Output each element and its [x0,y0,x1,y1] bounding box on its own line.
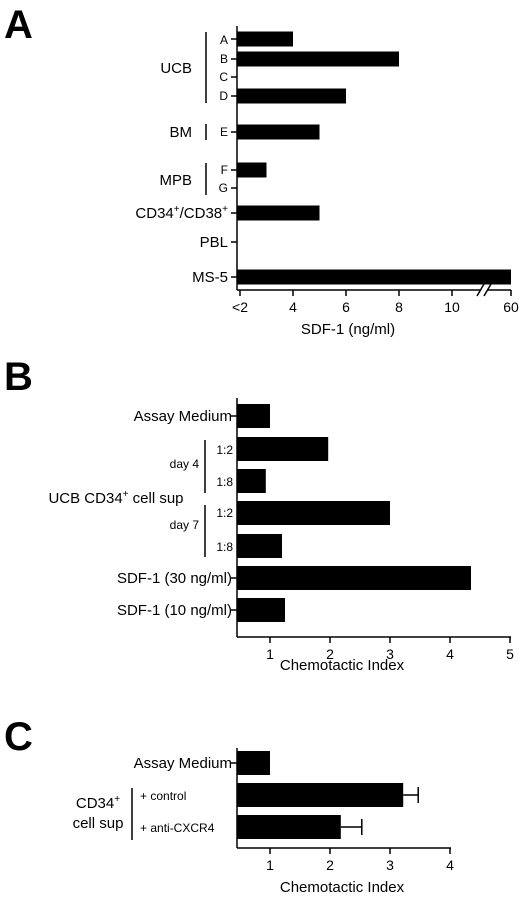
panel-letter-a: A [4,3,33,47]
group-label-ms5: MS-5 [192,269,228,286]
axis-a-y-ticks [231,38,237,278]
error-bar-c-anti-cxcr4 [340,819,363,835]
bar-b-sdf1-30 [237,566,471,590]
row-label-c-control: + control [140,789,186,803]
bar-b-day4-1-2 [237,437,329,461]
group-label-ucb-cd34-cell-sup: UCB CD34+ cell sup [48,489,183,507]
tick-c-x-3: 3 [386,857,394,873]
panel-letter-b: B [4,355,33,399]
subgroup-label-day7: day 7 [170,518,200,532]
bar-b-day4-1-8 [237,469,266,493]
row-label-c-assay-medium: Assay Medium [134,755,232,772]
bar-b-day7-1-8 [237,534,282,558]
row-label-a-g: G [219,181,228,195]
tick-a-x-5: 60 [503,299,519,315]
bar-c-control [237,783,404,807]
bar-c-assay-medium [237,751,270,775]
tick-b-x-2: 2 [326,646,334,662]
axis-b-x-ticks [269,637,511,643]
bar-a-bm-e [237,124,320,140]
group-label-cd34-cell-sup-line1: CD34+ [76,794,120,812]
axis-break-mark-bottom [476,283,492,297]
panel-letter-c: C [4,715,33,759]
bar-a-ucb-d [237,88,346,104]
tick-b-x-4: 4 [446,646,454,662]
row-label-a-e: E [220,125,228,139]
row-label-b-assay-medium: Assay Medium [134,408,232,425]
row-label-b-day7-1-2: 1:2 [216,506,233,520]
axis-a-x-ticks [239,290,512,296]
bar-a-ucb-b [237,51,399,67]
axis-b-y-ticks [231,415,237,611]
bar-b-day7-1-2 [237,501,390,525]
row-label-b-day7-1-8: 1:8 [216,540,233,554]
bar-a-cd34-cd38 [237,205,320,221]
tick-c-x-4: 4 [446,857,454,873]
bar-a-mpb-f [237,162,267,178]
tick-a-x-3: 8 [395,299,403,315]
row-label-b-sdf1-30: SDF-1 (30 ng/ml) [117,570,232,587]
tick-a-x-4: 10 [444,299,460,315]
axis-break-mark-bar [483,269,499,285]
tick-a-x-0: <2 [232,299,248,315]
axis-c-x-label: Chemotactic Index [280,879,405,896]
group-label-cd34-cd38: CD34+/CD38+ [135,204,228,222]
row-label-b-sdf1-10: SDF-1 (10 ng/ml) [117,602,232,619]
group-label-cd34-cell-sup-line2: cell sup [73,815,124,832]
group-label-mpb: MPB [159,172,192,189]
axis-b-x-label: Chemotactic Index [280,657,405,674]
row-label-a-b: B [220,52,228,66]
subgroup-label-day4: day 4 [170,457,200,471]
group-label-bm: BM [170,124,193,141]
row-label-b-day4-1-2: 1:2 [216,443,233,457]
group-label-pbl: PBL [200,234,228,251]
bar-a-ms5 [237,269,511,285]
row-label-a-d: D [219,89,228,103]
tick-c-x-2: 2 [326,857,334,873]
group-label-ucb: UCB [160,60,192,77]
row-label-a-a: A [220,33,228,47]
row-label-a-c: C [219,70,228,84]
tick-b-x-1: 1 [266,646,274,662]
tick-c-x-1: 1 [266,857,274,873]
tick-a-x-1: 4 [289,299,297,315]
bar-a-ucb-a [237,31,293,47]
row-label-b-day4-1-8: 1:8 [216,475,233,489]
axis-a-x-label: SDF-1 (ng/ml) [301,321,395,338]
bar-b-sdf1-10 [237,598,285,622]
row-label-c-anti-cxcr4: + anti-CXCR4 [140,821,215,835]
tick-a-x-2: 6 [342,299,350,315]
tick-b-x-3: 3 [386,646,394,662]
bar-b-assay-medium [237,404,270,428]
row-label-a-f: F [221,163,228,177]
axis-c-x-ticks [269,848,451,854]
tick-b-x-5: 5 [506,646,514,662]
bar-c-anti-cxcr4 [237,815,341,839]
error-bar-c-control [403,787,419,803]
